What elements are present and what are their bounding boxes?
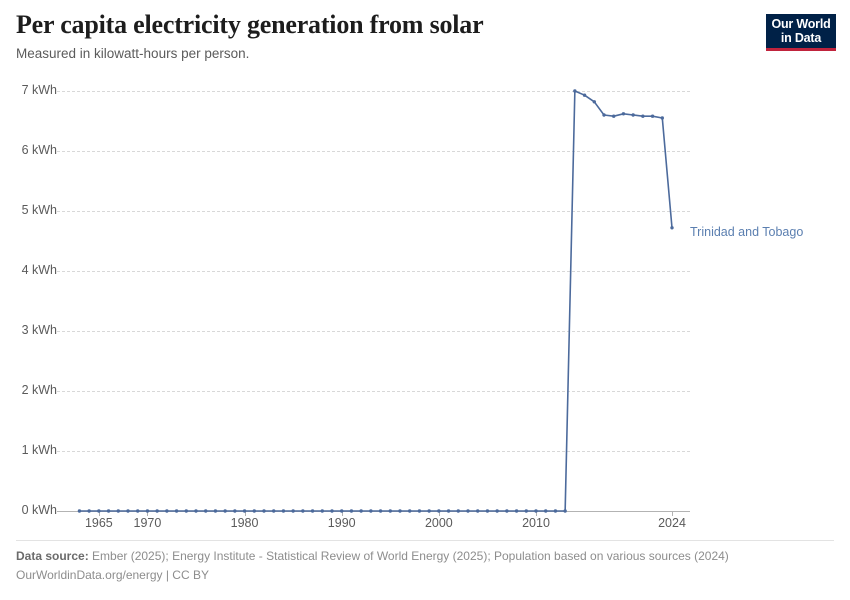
data-source-label: Data source:: [16, 549, 89, 563]
y-gridline: [57, 451, 690, 452]
footer-divider: [16, 540, 834, 541]
y-axis-tick-label: 3 kWh: [21, 323, 57, 337]
y-gridline: [57, 211, 690, 212]
x-axis-tick-mark: [147, 511, 149, 516]
x-axis-tick-label: 1990: [327, 516, 356, 530]
y-axis-tick-label: 1 kWh: [21, 443, 57, 457]
series-data-point: [650, 114, 655, 118]
series-label-trinidad-and-tobago[interactable]: Trinidad and Tobago: [690, 225, 804, 239]
y-gridline: [57, 271, 690, 272]
series-data-point: [592, 100, 596, 104]
y-axis-tick-label: 6 kWh: [21, 143, 57, 157]
logo-line-1: Our World: [771, 17, 831, 31]
y-gridline: [57, 151, 690, 152]
chart-header: Per capita electricity generation from s…: [16, 10, 756, 63]
page-title: Per capita electricity generation from s…: [16, 10, 484, 39]
y-axis-tick-label: 4 kWh: [21, 263, 57, 277]
series-data-point: [660, 116, 664, 120]
x-axis-tick-label: 2024: [658, 516, 686, 530]
series-data-point: [631, 113, 635, 117]
logo-line-2: in Data: [780, 31, 822, 45]
x-axis-tick-mark: [438, 511, 440, 516]
series-data-point: [670, 226, 674, 230]
series-line: [78, 90, 673, 512]
x-axis-tick-label: 2010: [522, 516, 550, 530]
series-data-point: [641, 114, 645, 118]
x-axis-tick-label: 1965: [84, 516, 113, 530]
chart-footer: Data source: Ember (2025); Energy Instit…: [16, 547, 836, 585]
y-gridline: [57, 91, 690, 92]
our-world-in-data-logo[interactable]: Our World in Data: [766, 14, 836, 51]
y-axis-tick-label: 0 kWh: [21, 503, 57, 517]
y-axis-tick-label: 2 kWh: [21, 383, 57, 397]
x-axis-tick-mark: [98, 511, 100, 516]
y-gridline: [57, 391, 690, 392]
series-trinidad-and-tobago[interactable]: [77, 89, 674, 513]
x-axis-line: [57, 511, 690, 512]
series-data-point: [612, 114, 616, 118]
x-axis-tick-label: 1980: [230, 516, 259, 530]
x-axis-tick-mark: [244, 511, 246, 516]
data-source-text: Ember (2025); Energy Institute - Statist…: [88, 549, 729, 563]
series-data-point: [621, 112, 626, 116]
data-source-line: Data source: Ember (2025); Energy Instit…: [16, 547, 836, 566]
x-axis-tick-label: 2000: [424, 516, 453, 530]
x-axis-tick-mark: [672, 511, 673, 516]
x-axis-tick-mark: [536, 511, 537, 516]
y-gridline: [57, 331, 690, 332]
chart-subtitle: Measured in kilowatt-hours per person.: [16, 46, 250, 61]
license-line[interactable]: OurWorldinData.org/energy | CC BY: [16, 568, 209, 582]
x-axis-tick-label: 1970: [133, 516, 162, 530]
x-axis-tick-mark: [341, 511, 343, 516]
series-data-point: [582, 93, 587, 97]
series-data-point: [602, 113, 606, 117]
y-axis-tick-label: 5 kWh: [21, 203, 57, 217]
y-axis-tick-label: 7 kWh: [21, 83, 57, 97]
logo-red-rule: [766, 48, 836, 51]
